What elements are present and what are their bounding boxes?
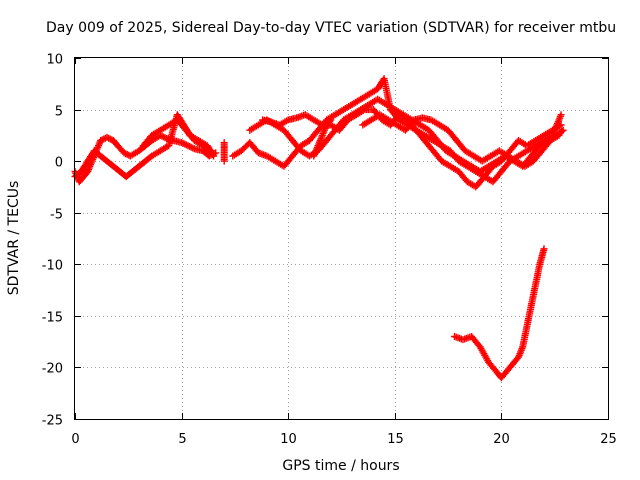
- series-track-j: [451, 245, 548, 382]
- series-track-c: [139, 116, 215, 155]
- x-tick-label: 10: [280, 432, 297, 447]
- chart-title: Day 009 of 2025, Sidereal Day-to-day VTE…: [46, 20, 616, 36]
- series-track-i: [359, 111, 563, 170]
- x-tick-label: 0: [71, 432, 79, 447]
- y-tick-label: 5: [55, 105, 63, 120]
- y-tick-label: 10: [46, 53, 63, 68]
- series-track-d: [220, 139, 228, 165]
- x-tick-label: 20: [493, 432, 510, 447]
- plus-markers: [139, 116, 215, 155]
- y-tick-labels: -25 -20 -15 -10 -5 0 5 10: [42, 53, 63, 429]
- plus-markers: [310, 116, 335, 160]
- x-axis-title: GPS time / hours: [282, 458, 399, 474]
- x-tick-label: 25: [600, 432, 617, 447]
- series-track-e: [229, 75, 565, 191]
- y-tick-label: 0: [55, 156, 63, 171]
- series-track-g: [259, 106, 565, 186]
- y-tick-label: -15: [42, 311, 63, 326]
- x-tick-label: 5: [178, 432, 186, 447]
- y-tick-label: -5: [50, 208, 63, 223]
- plus-markers: [451, 245, 548, 382]
- series-track-h: [310, 116, 335, 160]
- plus-markers: [229, 75, 565, 191]
- plus-markers: [259, 106, 565, 186]
- y-tick-label: -10: [42, 259, 63, 274]
- axis-ticks: [75, 58, 609, 420]
- y-axis-title: SDTVAR / TECUs: [6, 181, 22, 296]
- plus-markers: [359, 111, 563, 170]
- plus-markers: [220, 139, 228, 165]
- y-tick-label: -20: [42, 362, 63, 377]
- x-tick-label: 15: [387, 432, 404, 447]
- plot-frame: [74, 57, 609, 420]
- x-tick-labels: 0 5 10 15 20 25: [71, 432, 616, 447]
- data-points: [71, 75, 567, 382]
- y-tick-label: -25: [42, 414, 63, 429]
